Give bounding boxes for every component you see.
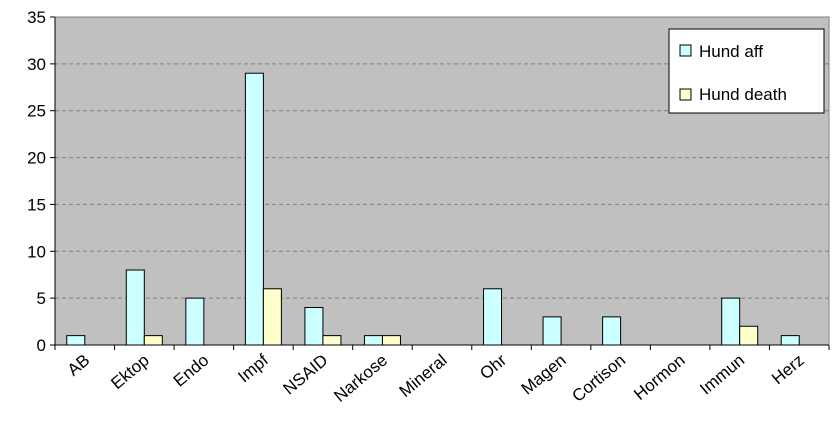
legend-label-hund-death: Hund death [699,85,787,104]
bar-hund-aff-immun [721,297,741,346]
x-tick-label-magen: Magen [518,351,570,399]
bar-hund-aff-magen [542,316,562,346]
x-tick-label-mineral: Mineral [396,351,451,401]
x-tick-label-endo: Endo [170,351,213,391]
y-tick-label-20: 20 [27,149,46,168]
y-tick-labels: 0 5 10 15 20 25 30 35 [27,8,46,355]
bar-hund-aff-cortison [602,316,622,346]
bar-hund-death-ektop [143,335,163,346]
legend-box [668,28,825,114]
y-tick-label-5: 5 [37,289,46,308]
legend: Hund aff Hund death [668,28,825,114]
y-tick-label-10: 10 [27,242,46,261]
x-tick-label-herz: Herz [768,351,808,389]
y-tick-label-0: 0 [37,336,46,355]
x-tick-label-immun: Immun [696,351,748,399]
y-tick-label-30: 30 [27,55,46,74]
bar-hund-death-impf [262,288,282,346]
x-tick-label-ab: AB [64,351,94,380]
x-tick-label-cortison: Cortison [568,351,629,406]
bar-hund-aff-ektop [125,269,145,346]
bar-hund-aff-ab [66,335,86,346]
y-tick-label-35: 35 [27,8,46,27]
x-tick-label-ohr: Ohr [476,350,510,383]
bar-hund-death-immun [739,325,759,346]
x-tick-label-hormon: Hormon [630,351,689,404]
x-tick-label-ektop: Ektop [107,351,153,394]
bar-hund-aff-endo [185,297,205,346]
x-tick-label-nsaid: NSAID [279,351,331,399]
bar-hund-aff-ohr [483,288,503,346]
legend-swatch-hund-death [679,88,692,101]
legend-label-hund-aff: Hund aff [699,42,763,61]
bar-hund-aff-nsaid [304,307,324,346]
y-tick-label-25: 25 [27,102,46,121]
bars [66,72,800,346]
bar-hund-aff-herz [780,335,800,346]
bar-hund-death-nsaid [322,335,342,346]
y-tick-label-15: 15 [27,195,46,214]
legend-swatch-hund-aff [679,44,692,57]
bar-hund-death-narkose [381,335,401,346]
x-tick-label-narkose: Narkose [330,351,391,406]
bar-hund-aff-impf [244,72,264,346]
bar-hund-aff-narkose [363,335,383,346]
x-tick-label-impf: Impf [234,350,272,386]
axes [50,16,830,350]
